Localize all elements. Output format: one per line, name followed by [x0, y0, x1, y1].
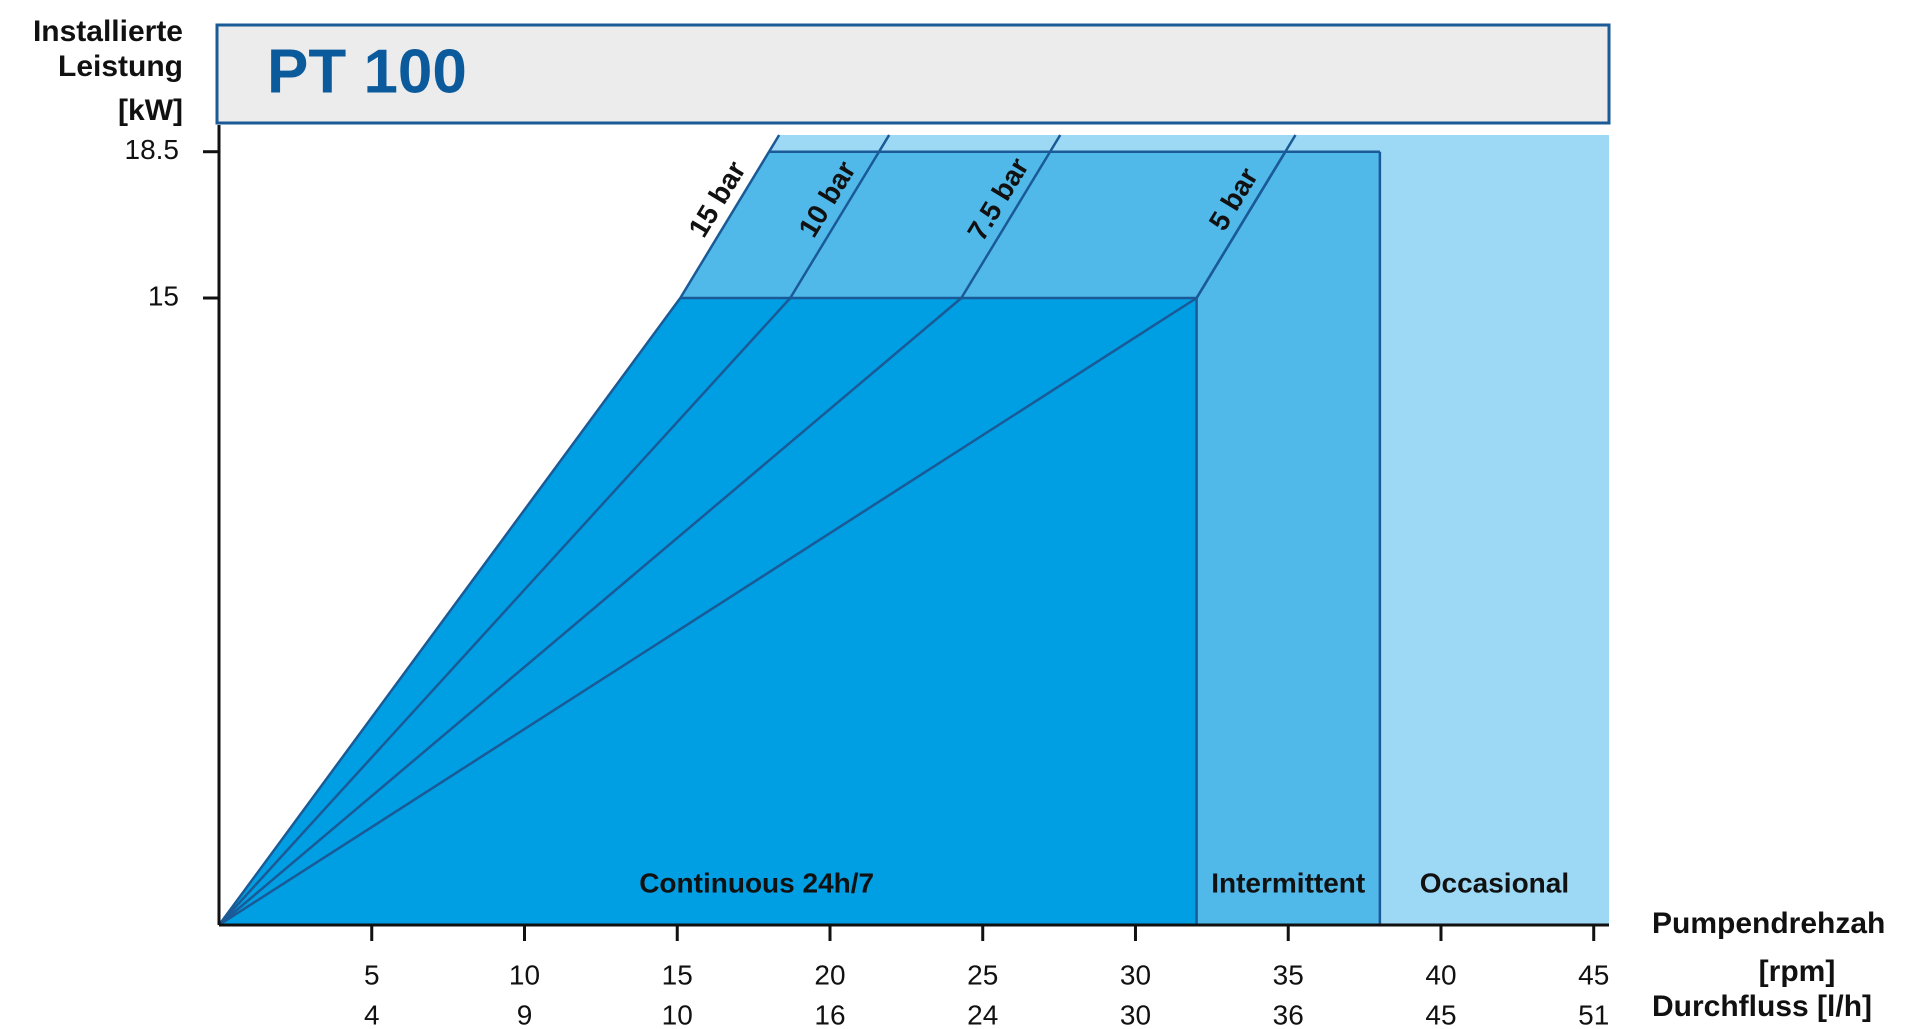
x2-tick-label: 51	[1578, 999, 1609, 1029]
x-tick-label: 5	[364, 959, 380, 990]
x2-tick-label: 30	[1120, 999, 1151, 1029]
x2-tick-label: 24	[967, 999, 998, 1029]
pressure-line	[218, 296, 1198, 927]
y-axis-label: Installierte	[33, 15, 183, 48]
pressure-line	[218, 297, 792, 926]
pressure-line	[217, 297, 682, 926]
y-tick-label: 18.5	[125, 134, 180, 165]
x2-tick-label: 10	[662, 999, 693, 1029]
pressure-line-extension	[789, 134, 891, 299]
x2-tick-label: 16	[814, 999, 845, 1029]
x2-tick-label: 45	[1425, 999, 1456, 1029]
pressure-line-extension	[1195, 134, 1297, 299]
zone-intermittent	[680, 151, 1380, 925]
zone-label: Occasional	[1420, 867, 1569, 898]
x-axis-label: Pumpendrehzah	[1652, 907, 1885, 940]
x-tick-label: 25	[967, 959, 998, 990]
x-tick-label: 10	[509, 959, 540, 990]
x2-tick-label: 9	[517, 999, 533, 1029]
zone-label: Intermittent	[1211, 867, 1365, 898]
title-box	[215, 23, 1611, 125]
x-tick-label: 30	[1120, 959, 1151, 990]
y-axis-label: [kW]	[118, 94, 183, 127]
x2-tick-label: 36	[1273, 999, 1304, 1029]
y-axis-label: Leistung	[58, 50, 183, 83]
pressure-line-extension	[679, 134, 781, 299]
zone-label: Continuous 24h/7	[639, 867, 874, 898]
y-tick-label: 15	[148, 280, 179, 311]
chart-title: PT 100	[267, 37, 467, 106]
x-axis-label: [rpm]	[1759, 955, 1836, 988]
pressure-line	[218, 297, 963, 926]
x-tick-label: 45	[1578, 959, 1609, 990]
x2-tick-label: 4	[364, 999, 380, 1029]
x2-axis-label: Durchfluss [l/h]	[1652, 990, 1872, 1023]
pressure-line-extension	[960, 134, 1062, 299]
x-tick-label: 20	[814, 959, 845, 990]
x-tick-label: 35	[1273, 959, 1304, 990]
x-tick-label: 15	[662, 959, 693, 990]
x-tick-label: 40	[1425, 959, 1456, 990]
